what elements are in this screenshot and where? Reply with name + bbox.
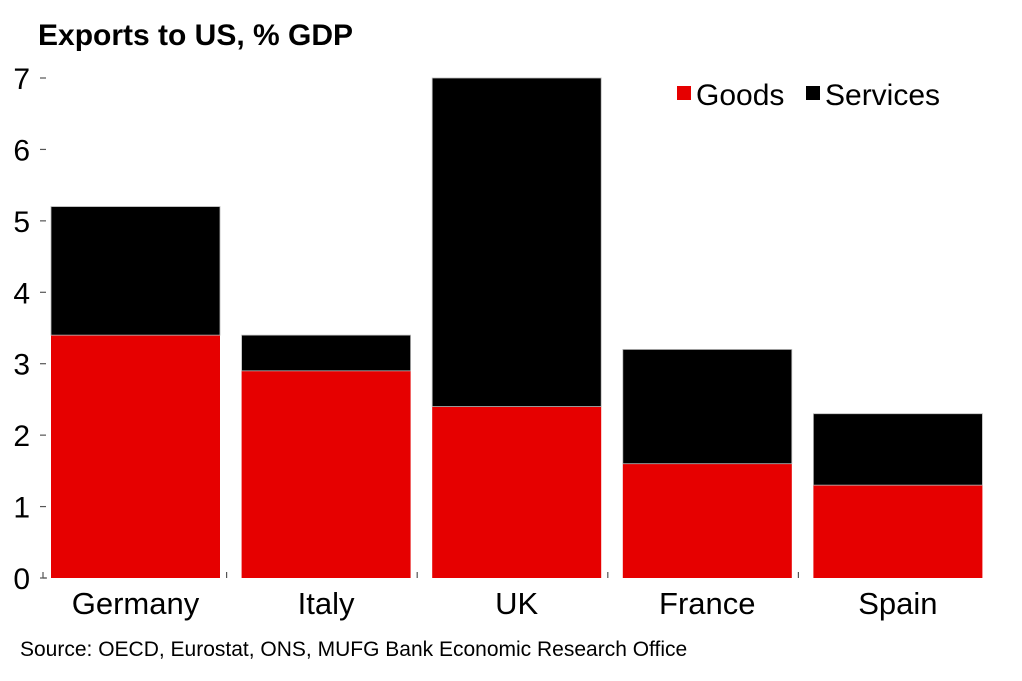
x-tick-label: France (659, 586, 755, 621)
y-tick-label: 2 (13, 420, 30, 453)
y-tick-label: 5 (13, 206, 30, 239)
legend-swatch-services (806, 86, 820, 100)
legend-swatch-goods (677, 86, 691, 100)
bar-italy-services (241, 334, 412, 372)
y-tick-label: 1 (13, 492, 30, 525)
source-note: Source: OECD, Eurostat, ONS, MUFG Bank E… (20, 638, 687, 661)
y-tick-label: 6 (13, 134, 30, 167)
bar-germany-services (50, 206, 221, 336)
y-tick-label: 7 (13, 63, 30, 96)
bar-italy-goods (241, 370, 411, 578)
bar-france-services (622, 349, 793, 465)
bar-spain-goods (813, 485, 983, 578)
bar-france-goods (622, 463, 792, 578)
legend: Goods Services (677, 79, 940, 112)
bar-germany-goods (51, 335, 220, 578)
x-tick-label: Italy (298, 586, 355, 621)
legend-label-services: Services (825, 79, 940, 112)
bar-uk-goods (432, 406, 602, 578)
y-axis: 0 1 2 3 4 5 6 7 (13, 63, 46, 596)
x-tick-label: UK (495, 586, 538, 621)
y-tick-label: 0 (13, 563, 30, 596)
y-tick-label: 3 (13, 349, 30, 382)
x-tick-label: Spain (858, 586, 937, 621)
chart-title: Exports to US, % GDP (38, 19, 353, 52)
legend-label-goods: Goods (696, 79, 784, 112)
x-tick-label: Germany (72, 586, 200, 621)
x-axis: Germany Italy UK France Spain (42, 572, 938, 621)
bars (50, 77, 983, 578)
y-tick-label: 4 (13, 277, 30, 310)
bar-uk-services (431, 77, 602, 407)
bar-spain-services (813, 413, 983, 486)
